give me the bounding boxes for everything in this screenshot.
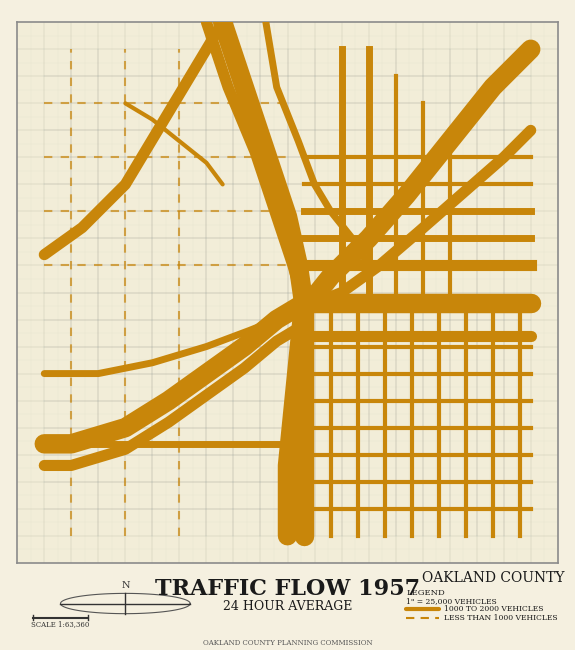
Text: TRAFFIC FLOW 1957: TRAFFIC FLOW 1957: [155, 578, 420, 600]
Text: N: N: [121, 581, 129, 590]
Text: LEGEND: LEGEND: [407, 588, 445, 597]
Text: 1000 TO 2000 VEHICLES: 1000 TO 2000 VEHICLES: [444, 605, 544, 614]
Text: OAKLAND COUNTY PLANNING COMMISSION: OAKLAND COUNTY PLANNING COMMISSION: [203, 639, 373, 647]
Text: 24 HOUR AVERAGE: 24 HOUR AVERAGE: [223, 599, 352, 612]
Text: SCALE 1:63,360: SCALE 1:63,360: [31, 621, 90, 629]
Text: 1" = 25,000 VEHICLES: 1" = 25,000 VEHICLES: [407, 597, 497, 605]
Text: LESS THAN 1000 VEHICLES: LESS THAN 1000 VEHICLES: [444, 614, 558, 622]
Text: OAKLAND COUNTY: OAKLAND COUNTY: [421, 571, 564, 585]
